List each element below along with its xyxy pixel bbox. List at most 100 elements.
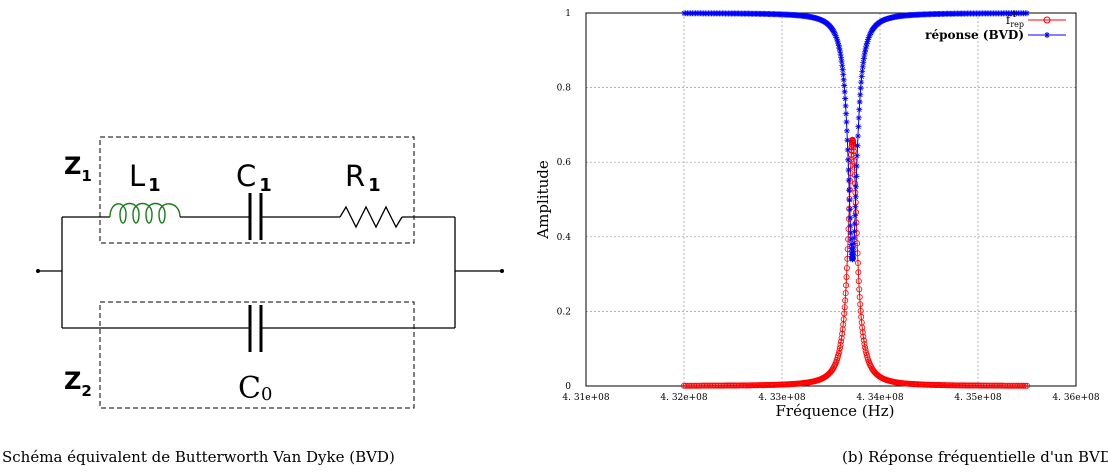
legend-marker-bvd (1044, 32, 1050, 38)
series-bvd-point (844, 137, 851, 144)
series-frep-point (836, 347, 843, 354)
x-tick-label: 4. 35e+08 (954, 393, 1001, 403)
series-frep-point (716, 382, 723, 389)
series-bvd-point (831, 31, 838, 38)
x-tick-label: 4. 34e+08 (856, 393, 903, 403)
series-frep-point (856, 294, 863, 301)
series-bvd-point (843, 119, 850, 126)
series-bvd-point (846, 196, 853, 203)
series-frep-point (855, 278, 862, 285)
series-bvd-point (842, 95, 849, 102)
series-frep-point (978, 382, 985, 389)
series-bvd-point (834, 38, 841, 45)
series-bvd-point (867, 29, 874, 36)
series-frep-point (827, 368, 834, 375)
series-bvd-point (840, 71, 847, 78)
series-frep-point (857, 301, 864, 308)
series-bvd-point (857, 91, 864, 98)
series-frep-point (860, 333, 867, 340)
chart-legend: frep1 réponse (BVD) (925, 10, 1066, 42)
series-frep-point (862, 344, 869, 351)
series-bvd-point (865, 36, 872, 43)
series-frep-point (842, 290, 849, 297)
series-bvd-point (853, 183, 860, 190)
series-bvd-point (854, 132, 861, 139)
series-bvd-point (865, 34, 872, 41)
series-bvd-point (839, 66, 846, 73)
series-frep-point (699, 382, 706, 389)
series-bvd-point (832, 32, 839, 39)
series-frep-point (836, 345, 843, 352)
series-bvd-point (845, 177, 852, 184)
y-axis-label: Amplitude (534, 160, 552, 240)
series-bvd-point (847, 222, 854, 229)
c0-label: C0 (238, 371, 272, 406)
series-frep-point (841, 310, 848, 317)
series-bvd-point (860, 55, 867, 62)
series-bvd-point (845, 166, 852, 173)
series-bvd-point (836, 45, 843, 52)
series-frep-point (714, 382, 721, 389)
series-frep-point (850, 141, 857, 148)
caption-response: (b) Réponse fréquentielle d'un BVD (842, 448, 1108, 466)
series-frep-point (859, 324, 866, 331)
series-frep-point (838, 338, 845, 345)
series-frep-point (984, 382, 991, 389)
series-frep-point (717, 382, 724, 389)
series-frep-point (840, 316, 847, 323)
legend-marker-frep (1043, 16, 1051, 24)
series-frep-point (713, 382, 720, 389)
y-tick-label: 0 (565, 382, 571, 392)
x-tick-label: 4. 33e+08 (758, 393, 805, 403)
series-bvd-point (846, 206, 853, 213)
series-bvd-point (856, 106, 863, 113)
series-bvd-point (831, 29, 838, 36)
z1-dashed-box (99, 136, 415, 244)
series-frep-point (703, 382, 710, 389)
inductor-l1 (109, 202, 181, 224)
series-bvd-point (860, 59, 867, 66)
series-bvd-point (835, 42, 842, 49)
series-bvd-point (847, 229, 854, 236)
series-frep-point (987, 382, 994, 389)
series-frep-point (856, 286, 863, 293)
series-frep-point (854, 260, 861, 267)
series-bvd-point (858, 73, 865, 80)
series-bvd-point (864, 38, 871, 45)
series-bvd-point (862, 48, 869, 55)
chart-series (680, 10, 1030, 389)
series-bvd-point (841, 88, 848, 95)
chart-grid (586, 13, 1076, 386)
series-bvd-point (852, 203, 859, 210)
series-bvd-point (855, 114, 862, 121)
series-frep-point (861, 340, 868, 347)
series-frep-point (979, 382, 986, 389)
series-frep-point (702, 382, 709, 389)
series-bvd-point (867, 31, 874, 38)
series-frep-point (973, 382, 980, 389)
series-bvd-point (848, 241, 855, 248)
series-frep-point (708, 382, 715, 389)
series-bvd-point (843, 127, 850, 134)
series-bvd-point (840, 76, 847, 83)
x-tick-label: 4. 36e+08 (1052, 393, 1099, 403)
series-frep-point (974, 382, 981, 389)
y-tick-label: 1 (565, 9, 571, 19)
series-bvd-point (850, 248, 857, 255)
y-tick-label: 0.6 (557, 158, 572, 168)
series-bvd-point (858, 79, 865, 86)
series-bvd-point (847, 214, 854, 221)
y-tick-label: 0.8 (557, 84, 572, 94)
series-bvd-point (854, 152, 861, 159)
series-bvd-point (844, 146, 851, 153)
series-frep-point (707, 382, 714, 389)
z2-label: Z2 (64, 367, 92, 400)
series-frep-point (859, 329, 866, 336)
resistor-r1 (339, 205, 403, 229)
series-bvd-point (850, 244, 857, 251)
series-frep-point (843, 282, 850, 289)
series-frep-point (700, 382, 707, 389)
